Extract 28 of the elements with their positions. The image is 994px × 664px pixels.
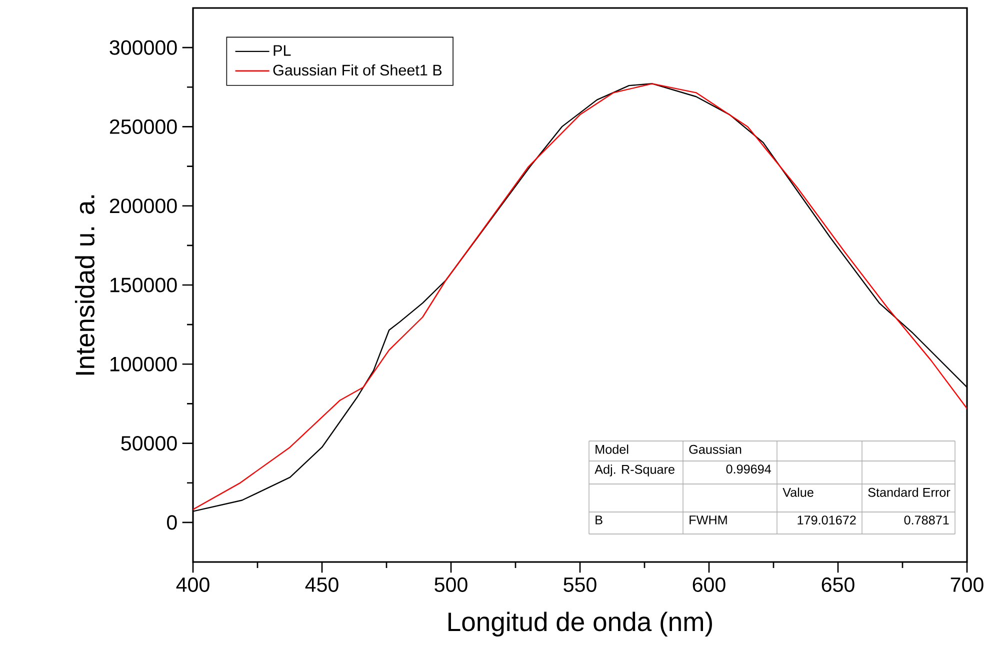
annotation: Standard Error [868,488,950,497]
y-axis-title: Intensidad u. a. [74,195,94,375]
y-tick-label: 250000 [110,119,177,134]
annotation: 179.01672 [798,516,856,525]
annotation: FWHM [690,516,727,524]
legend-label: Gaussian Fit of Sheet1 B [273,64,442,76]
annotation: Model [596,444,628,454]
annotation: Value [782,488,814,497]
x-tick-label: 400 [176,577,210,592]
y-tick-label: 200000 [110,198,177,214]
x-tick-label: 450 [305,577,338,592]
x-tick-label: 550 [564,577,596,592]
x-tick-label: 700 [950,577,984,592]
y-tick-label: 0 [167,515,177,530]
annotation: 0.99694 [726,464,772,474]
y-tick-label: 100000 [110,356,177,372]
x-tick-label: 650 [822,577,854,592]
annotation: Adj. R-Square [594,464,674,476]
y-tick-label: 150000 [110,278,177,292]
y-tick-label: 50000 [121,436,177,451]
annotation: Gaussian [689,444,742,454]
x-tick-label: 500 [434,577,468,592]
x-axis-title: Longitud de onda (nm) [448,612,712,636]
legend-label: PL [274,45,291,56]
x-tick-label: 600 [692,577,726,592]
annotation: B [596,516,602,524]
y-tick-label: 300000 [110,40,177,55]
annotation: 0.78871 [904,516,949,525]
